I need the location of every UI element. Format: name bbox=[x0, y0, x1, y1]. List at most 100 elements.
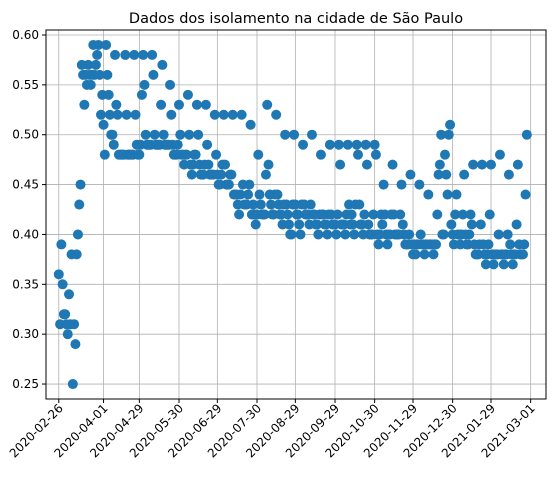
data-point bbox=[255, 199, 266, 210]
data-point bbox=[404, 229, 415, 240]
data-point bbox=[382, 239, 393, 250]
data-point bbox=[438, 229, 449, 240]
data-point bbox=[190, 149, 201, 160]
data-point bbox=[83, 59, 94, 70]
data-point bbox=[85, 79, 96, 90]
data-point bbox=[342, 139, 353, 150]
data-point bbox=[315, 149, 326, 160]
data-point bbox=[172, 139, 183, 150]
data-point bbox=[432, 209, 443, 220]
data-point bbox=[332, 209, 343, 220]
data-point bbox=[294, 219, 305, 230]
data-point bbox=[397, 219, 408, 230]
data-point bbox=[202, 139, 213, 150]
data-point bbox=[226, 169, 237, 180]
data-point bbox=[335, 159, 346, 170]
data-point bbox=[108, 139, 119, 150]
data-point bbox=[387, 159, 398, 170]
data-point bbox=[218, 109, 229, 120]
data-point bbox=[346, 209, 357, 220]
data-point bbox=[410, 249, 421, 260]
data-point bbox=[266, 199, 277, 210]
data-point bbox=[120, 49, 131, 60]
data-point bbox=[75, 179, 86, 190]
y-tick-label: 0.50 bbox=[12, 128, 39, 142]
data-point bbox=[263, 159, 274, 170]
data-point bbox=[283, 219, 294, 230]
data-point bbox=[182, 89, 193, 100]
data-point bbox=[69, 319, 80, 330]
data-point bbox=[175, 129, 186, 140]
data-point bbox=[200, 99, 211, 110]
data-point bbox=[359, 209, 370, 220]
data-point bbox=[72, 229, 83, 240]
data-point bbox=[136, 89, 147, 100]
data-point bbox=[305, 199, 316, 210]
data-point bbox=[405, 169, 416, 180]
data-point bbox=[259, 209, 270, 220]
data-point bbox=[465, 209, 476, 220]
data-point bbox=[486, 159, 497, 170]
data-point bbox=[353, 149, 364, 160]
data-point bbox=[428, 249, 439, 260]
data-point bbox=[434, 159, 445, 170]
y-tick-label: 0.45 bbox=[12, 178, 39, 192]
data-point bbox=[71, 249, 82, 260]
data-point bbox=[209, 109, 220, 120]
data-point bbox=[166, 109, 177, 120]
data-point bbox=[477, 159, 488, 170]
data-point bbox=[484, 209, 495, 220]
data-point bbox=[165, 79, 176, 90]
data-point bbox=[519, 239, 530, 250]
y-axis: 0.25 0.30 0.35 0.40 0.45 0.50 0.55 0.60 bbox=[12, 28, 46, 391]
data-point bbox=[138, 49, 149, 60]
data-point bbox=[56, 239, 67, 250]
data-point bbox=[103, 89, 114, 100]
data-point bbox=[466, 219, 477, 230]
data-point bbox=[211, 149, 222, 160]
data-point bbox=[446, 219, 457, 230]
data-point bbox=[450, 209, 461, 220]
data-point bbox=[360, 139, 371, 150]
data-point bbox=[512, 159, 523, 170]
data-point bbox=[361, 159, 372, 170]
data-point bbox=[441, 169, 452, 180]
data-point bbox=[368, 209, 379, 220]
data-point bbox=[464, 229, 475, 240]
data-point bbox=[373, 239, 384, 250]
data-point bbox=[439, 149, 450, 160]
data-point bbox=[253, 149, 264, 160]
data-point bbox=[216, 169, 227, 180]
data-point bbox=[64, 289, 75, 300]
data-point bbox=[57, 279, 68, 290]
data-point bbox=[306, 129, 317, 140]
data-point bbox=[203, 159, 214, 170]
data-point bbox=[436, 129, 447, 140]
data-point bbox=[282, 209, 293, 220]
data-point bbox=[236, 109, 247, 120]
data-point bbox=[443, 129, 454, 140]
data-point bbox=[272, 189, 283, 200]
data-point bbox=[148, 69, 159, 80]
data-point bbox=[419, 249, 430, 260]
data-point bbox=[234, 209, 245, 220]
data-point bbox=[493, 229, 504, 240]
data-point bbox=[129, 49, 140, 60]
data-point bbox=[414, 179, 425, 190]
plot-frame bbox=[45, 29, 547, 400]
data-point bbox=[262, 99, 273, 110]
data-point bbox=[70, 339, 81, 350]
data-point bbox=[139, 79, 150, 90]
data-point bbox=[415, 229, 426, 240]
data-point bbox=[235, 189, 246, 200]
data-point bbox=[503, 169, 514, 180]
data-point bbox=[295, 229, 306, 240]
data-point bbox=[147, 49, 158, 60]
data-point bbox=[351, 139, 362, 150]
data-point bbox=[62, 329, 73, 340]
data-point bbox=[104, 109, 115, 120]
data-point bbox=[507, 259, 518, 270]
data-point bbox=[521, 129, 532, 140]
data-point bbox=[254, 189, 265, 200]
